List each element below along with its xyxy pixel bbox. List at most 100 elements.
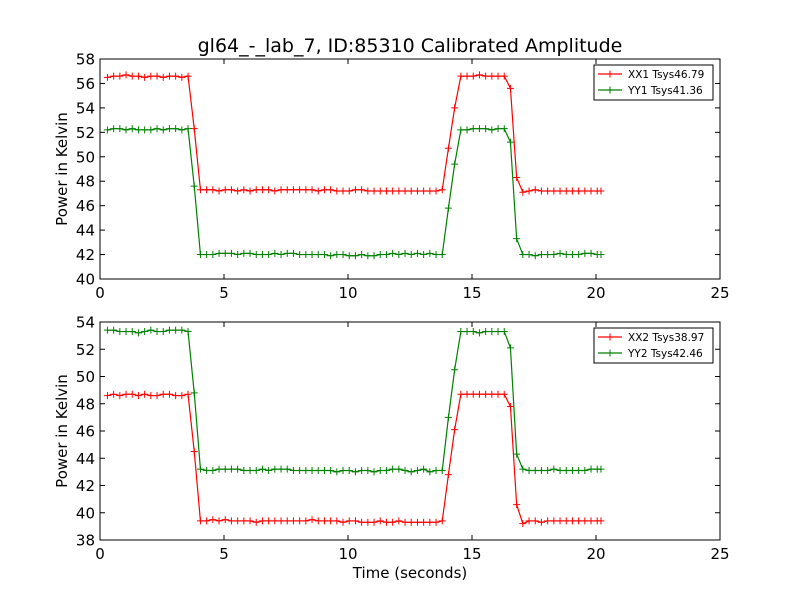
- data-point: [252, 518, 260, 526]
- data-point: [283, 465, 291, 473]
- data-point: [122, 390, 130, 398]
- data-point: [327, 186, 335, 194]
- data-point: [296, 186, 304, 194]
- x-tick-label: 10: [338, 545, 357, 563]
- data-point: [500, 72, 508, 80]
- legend-marker-xx2: [606, 333, 614, 341]
- data-point: [463, 328, 471, 336]
- data-point: [141, 328, 149, 336]
- data-point: [562, 517, 570, 525]
- data-point: [581, 187, 589, 195]
- data-point: [395, 517, 403, 525]
- data-point: [438, 467, 446, 475]
- data-point: [240, 517, 248, 525]
- data-point: [134, 392, 142, 400]
- data-point: [265, 467, 273, 475]
- data-point: [457, 390, 465, 398]
- data-point: [544, 187, 552, 195]
- data-point: [382, 187, 390, 195]
- data-point: [184, 390, 192, 398]
- data-point: [116, 72, 124, 80]
- data-point: [444, 471, 452, 479]
- data-point: [420, 187, 428, 195]
- data-point: [314, 517, 322, 525]
- data-point: [314, 467, 322, 475]
- data-point: [457, 72, 465, 80]
- data-point: [215, 465, 223, 473]
- data-point: [172, 326, 180, 334]
- data-point: [234, 187, 242, 195]
- data-point: [277, 186, 285, 194]
- data-point: [587, 465, 595, 473]
- data-point: [482, 72, 490, 80]
- legend-label-yy1: YY1 Tsys41.36: [627, 85, 703, 97]
- y-tick-label: 46: [76, 423, 95, 441]
- data-point: [339, 251, 347, 259]
- data-point: [519, 520, 527, 528]
- data-point: [246, 467, 254, 475]
- chart-title: gl64_-_lab_7, ID:85310 Calibrated Amplit…: [198, 35, 623, 57]
- data-point: [351, 252, 359, 260]
- data-point: [141, 390, 149, 398]
- x-tick-label: 25: [710, 545, 729, 563]
- data-point: [246, 249, 254, 257]
- data-point: [389, 518, 397, 526]
- data-point: [420, 251, 428, 259]
- data-point: [103, 326, 111, 334]
- legend-box: [593, 64, 714, 101]
- data-point: [308, 516, 316, 524]
- data-point: [283, 186, 291, 194]
- data-point: [184, 125, 192, 133]
- data-point: [221, 465, 229, 473]
- y-tick-label: 38: [76, 532, 95, 550]
- data-point: [413, 187, 421, 195]
- data-point: [420, 465, 428, 473]
- data-point: [333, 251, 341, 259]
- data-point: [494, 390, 502, 398]
- data-point: [141, 126, 149, 134]
- data-point: [271, 249, 279, 257]
- data-point: [550, 517, 558, 525]
- x-tick-label: 25: [710, 284, 729, 302]
- data-point: [252, 251, 260, 259]
- y-tick-label: 40: [76, 504, 95, 522]
- data-point: [258, 465, 266, 473]
- data-point: [500, 125, 508, 133]
- data-point: [339, 518, 347, 526]
- data-point: [482, 328, 490, 336]
- data-point: [314, 251, 322, 259]
- data-point: [562, 251, 570, 259]
- data-point: [426, 468, 434, 476]
- data-point: [550, 187, 558, 195]
- data-point: [513, 501, 521, 509]
- data-point: [451, 160, 459, 168]
- data-point: [134, 329, 142, 337]
- data-point: [426, 187, 434, 195]
- data-point: [178, 126, 186, 134]
- series-yy2: [103, 326, 605, 476]
- data-point: [184, 72, 192, 80]
- data-point: [519, 188, 527, 196]
- data-point: [327, 517, 335, 525]
- data-point: [103, 73, 111, 81]
- data-point: [457, 328, 465, 336]
- data-point: [209, 467, 217, 475]
- data-point: [475, 329, 483, 337]
- data-point: [240, 186, 248, 194]
- data-point: [203, 251, 211, 259]
- data-point: [401, 249, 409, 257]
- data-point: [575, 517, 583, 525]
- data-point: [401, 518, 409, 526]
- data-point: [568, 187, 576, 195]
- data-point: [597, 465, 605, 473]
- data-point: [513, 450, 521, 458]
- data-point: [147, 326, 155, 334]
- data-point: [221, 249, 229, 257]
- data-point: [358, 467, 366, 475]
- data-point: [506, 344, 514, 352]
- data-point: [221, 186, 229, 194]
- data-point: [302, 251, 310, 259]
- data-point: [382, 518, 390, 526]
- data-point: [364, 467, 372, 475]
